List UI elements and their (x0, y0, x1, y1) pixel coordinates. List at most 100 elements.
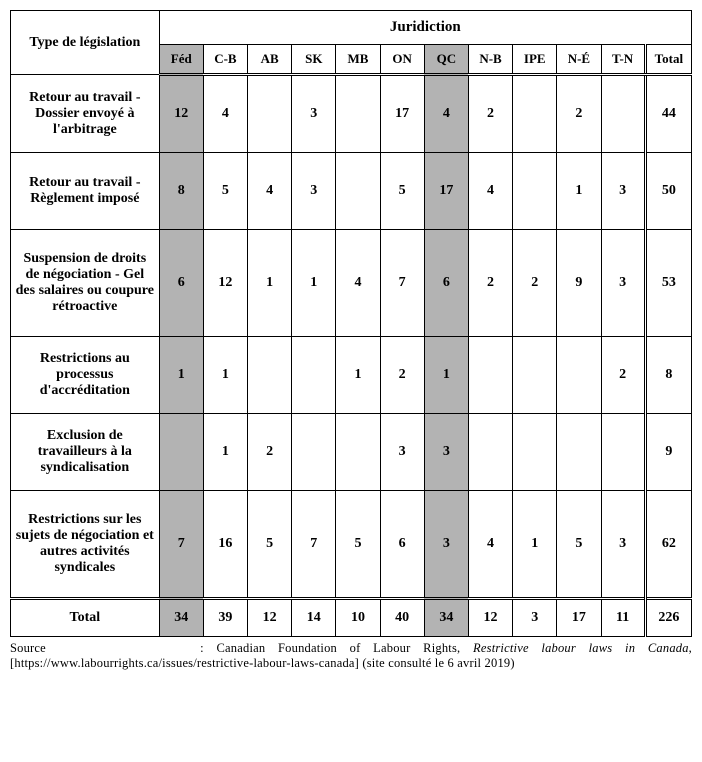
data-cell: 9 (557, 230, 601, 337)
data-cell: 1 (248, 230, 292, 337)
data-cell: 8 (159, 153, 203, 230)
data-cell: 4 (468, 491, 512, 599)
total-cell: 3 (513, 599, 557, 637)
data-cell (513, 414, 557, 491)
data-cell: 4 (248, 153, 292, 230)
total-cell: 34 (424, 599, 468, 637)
table-row: Suspension de droits de négociation - Ge… (11, 230, 692, 337)
legislation-table: Type de législation Juridiction FédC-BAB… (10, 10, 692, 637)
column-header: N-É (557, 45, 601, 75)
data-cell: 5 (248, 491, 292, 599)
table-row: Restrictions au processus d'accréditatio… (11, 337, 692, 414)
table-head: Type de législation Juridiction FédC-BAB… (11, 11, 692, 75)
column-header: T-N (601, 45, 645, 75)
data-cell: 2 (557, 75, 601, 153)
data-cell: 2 (468, 75, 512, 153)
data-cell (292, 414, 336, 491)
data-cell: 12 (203, 230, 247, 337)
data-cell: 3 (292, 153, 336, 230)
data-cell (601, 75, 645, 153)
table-row: Retour au travail - Règlement imposé8543… (11, 153, 692, 230)
total-cell: 34 (159, 599, 203, 637)
data-cell: 2 (601, 337, 645, 414)
column-header: QC (424, 45, 468, 75)
data-cell (513, 153, 557, 230)
column-header: C-B (203, 45, 247, 75)
total-label: Total (11, 599, 160, 637)
data-cell: 1 (336, 337, 380, 414)
data-cell: 3 (380, 414, 424, 491)
data-cell (557, 414, 601, 491)
row-label: Exclusion de travailleurs à la syndicali… (11, 414, 160, 491)
total-row: Total343912141040341231711226 (11, 599, 692, 637)
data-cell: 6 (424, 230, 468, 337)
source-prefix: Source : Canadian Foundation of Labour R… (10, 641, 473, 655)
column-header: ON (380, 45, 424, 75)
total-cell: 14 (292, 599, 336, 637)
source-title: Restrictive labour laws in Canada (473, 641, 689, 655)
column-header: SK (292, 45, 336, 75)
data-cell: 53 (645, 230, 691, 337)
data-cell (336, 75, 380, 153)
data-cell: 3 (424, 414, 468, 491)
row-label: Retour au travail - Dossier envoyé à l'a… (11, 75, 160, 153)
data-cell: 5 (557, 491, 601, 599)
data-cell (159, 414, 203, 491)
data-cell: 9 (645, 414, 691, 491)
data-cell: 17 (380, 75, 424, 153)
data-cell: 4 (203, 75, 247, 153)
total-cell: 226 (645, 599, 691, 637)
total-cell: 17 (557, 599, 601, 637)
total-cell: 10 (336, 599, 380, 637)
data-cell (248, 337, 292, 414)
column-header: N-B (468, 45, 512, 75)
table-row: Retour au travail - Dossier envoyé à l'a… (11, 75, 692, 153)
data-cell: 1 (203, 337, 247, 414)
data-cell: 2 (513, 230, 557, 337)
data-cell: 8 (645, 337, 691, 414)
data-cell: 12 (159, 75, 203, 153)
column-header: Total (645, 45, 691, 75)
data-cell: 4 (468, 153, 512, 230)
data-cell: 3 (424, 491, 468, 599)
data-cell: 5 (336, 491, 380, 599)
data-cell (513, 337, 557, 414)
data-cell: 2 (248, 414, 292, 491)
data-cell: 1 (292, 230, 336, 337)
data-cell (336, 414, 380, 491)
row-label-header: Type de législation (11, 11, 160, 75)
data-cell: 44 (645, 75, 691, 153)
table-row: Exclusion de travailleurs à la syndicali… (11, 414, 692, 491)
data-cell (468, 337, 512, 414)
row-label: Restrictions au processus d'accréditatio… (11, 337, 160, 414)
table-body: Retour au travail - Dossier envoyé à l'a… (11, 75, 692, 637)
column-header: MB (336, 45, 380, 75)
data-cell: 3 (601, 491, 645, 599)
column-header: Féd (159, 45, 203, 75)
data-cell: 1 (424, 337, 468, 414)
data-cell: 5 (380, 153, 424, 230)
table-row: Restrictions sur les sujets de négociati… (11, 491, 692, 599)
data-cell (336, 153, 380, 230)
data-cell: 7 (292, 491, 336, 599)
data-cell: 3 (601, 153, 645, 230)
data-cell: 2 (380, 337, 424, 414)
data-cell (468, 414, 512, 491)
column-header: AB (248, 45, 292, 75)
data-cell: 5 (203, 153, 247, 230)
row-label: Suspension de droits de négociation - Ge… (11, 230, 160, 337)
data-cell: 50 (645, 153, 691, 230)
data-cell (292, 337, 336, 414)
data-cell (557, 337, 601, 414)
data-cell (601, 414, 645, 491)
data-cell: 1 (513, 491, 557, 599)
data-cell: 16 (203, 491, 247, 599)
data-cell: 6 (159, 230, 203, 337)
data-cell: 7 (159, 491, 203, 599)
total-cell: 11 (601, 599, 645, 637)
total-cell: 39 (203, 599, 247, 637)
data-cell: 4 (336, 230, 380, 337)
row-label: Restrictions sur les sujets de négociati… (11, 491, 160, 599)
data-cell: 62 (645, 491, 691, 599)
data-cell: 6 (380, 491, 424, 599)
